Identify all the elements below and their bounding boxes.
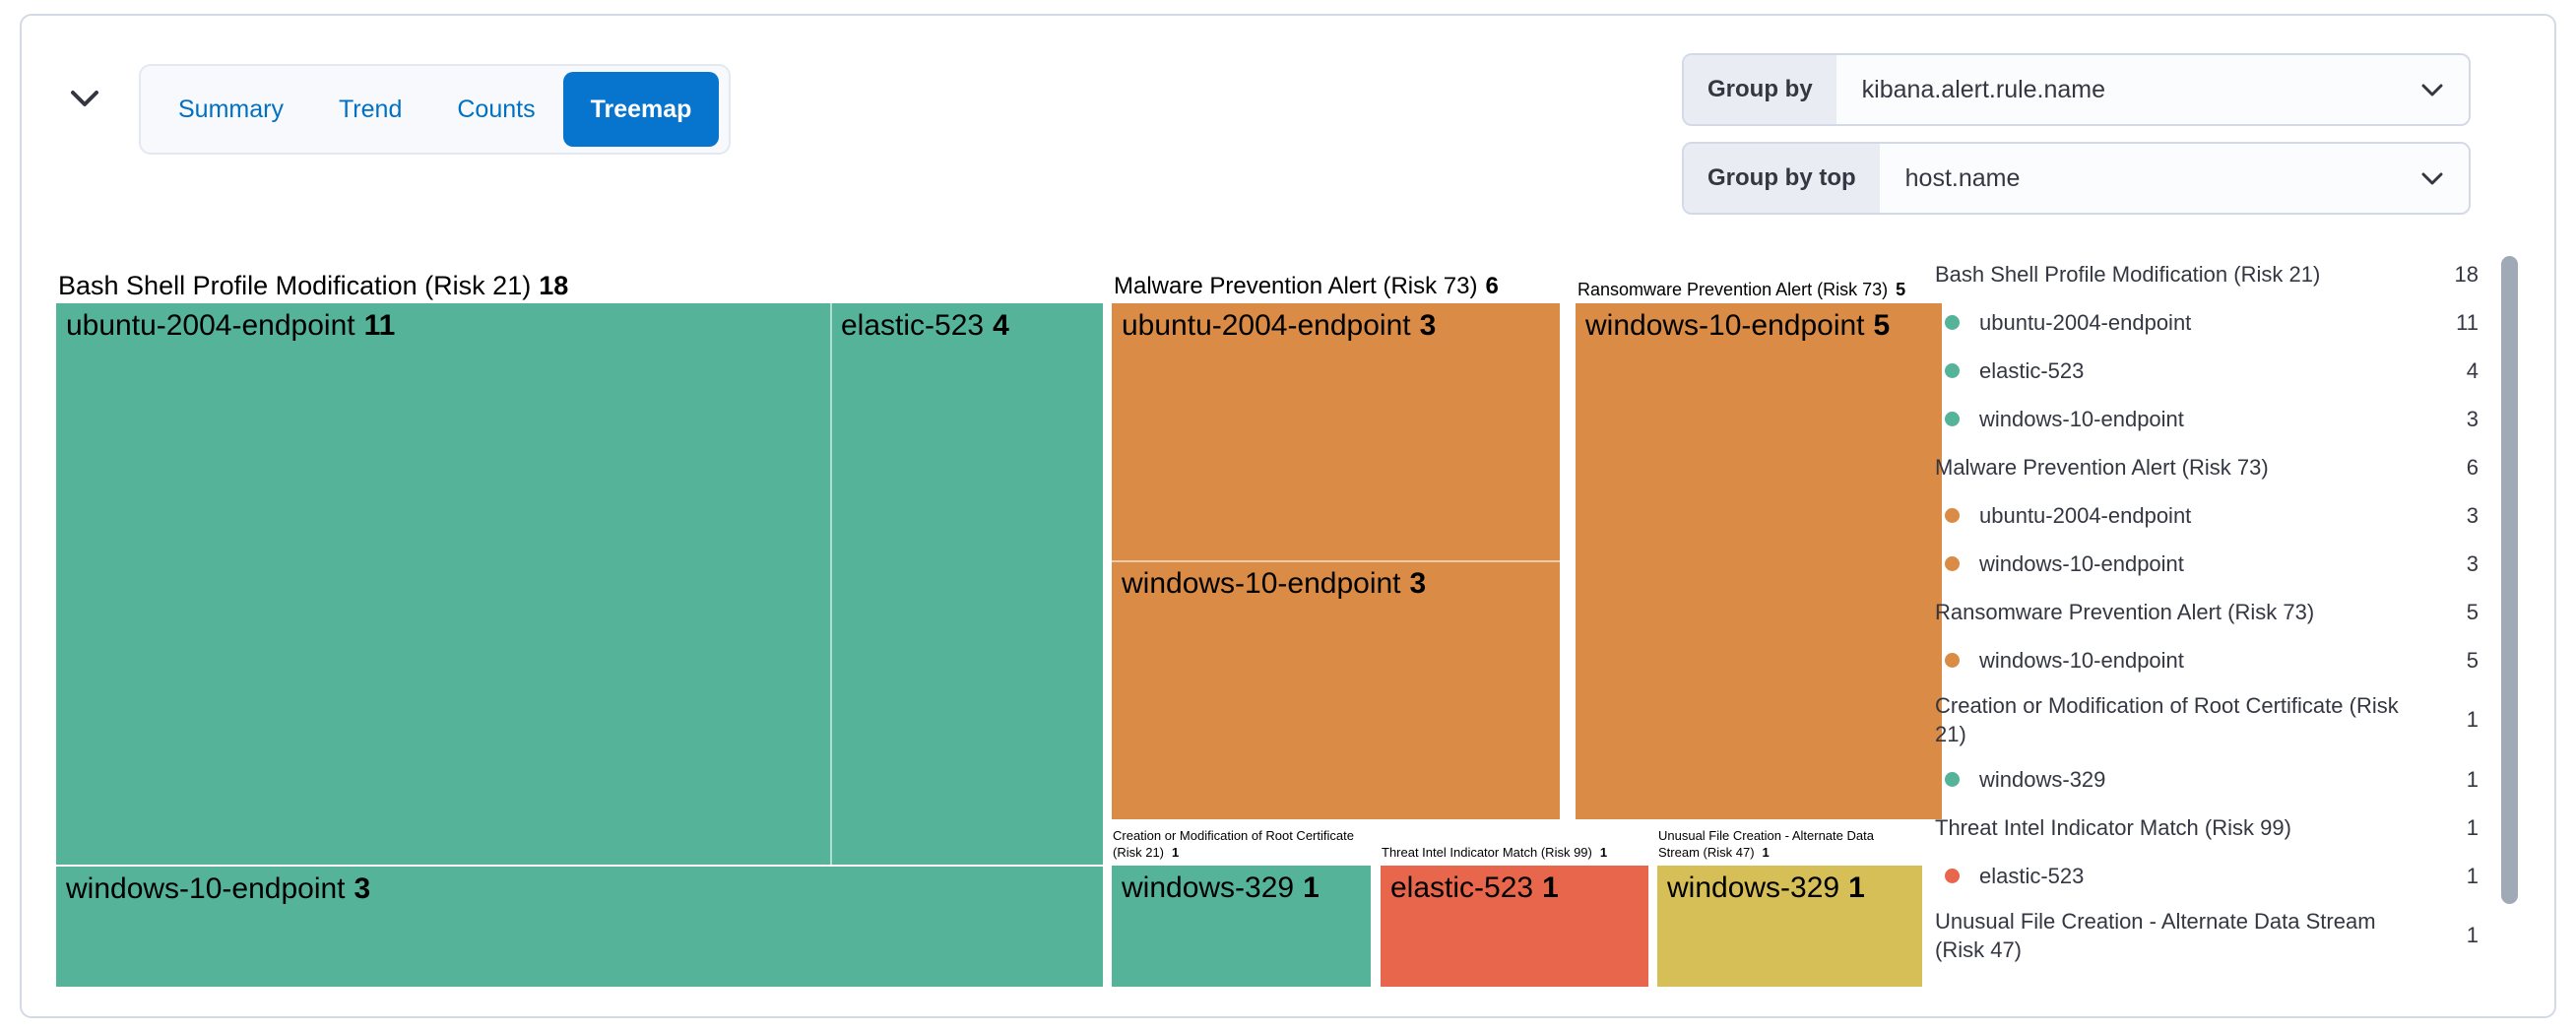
chevron-down-icon xyxy=(2421,144,2469,213)
cell-divider xyxy=(56,865,1103,867)
legend-item-row[interactable]: ubuntu-2004-endpoint 11 xyxy=(1935,298,2479,347)
legend-item-row[interactable]: windows-329 1 xyxy=(1935,755,2479,804)
scrollbar-thumb[interactable] xyxy=(2501,256,2518,904)
legend-scrollbar[interactable] xyxy=(2501,250,2518,999)
legend-dot-icon xyxy=(1945,315,1960,330)
group-by-top-select[interactable]: Group by top host.name xyxy=(1682,142,2471,215)
legend-header-row[interactable]: Unusual File Creation - Alternate Data S… xyxy=(1935,908,2479,962)
chevron-down-icon xyxy=(2421,55,2469,124)
legend-header-row[interactable]: Ransomware Prevention Alert (Risk 73) 5 xyxy=(1935,599,2479,624)
treemap-group-header: Creation or Modification of Root Certifi… xyxy=(1113,828,1354,860)
treemap-chart: Bash Shell Profile Modification (Risk 21… xyxy=(56,253,1942,987)
tab-treemap[interactable]: Treemap xyxy=(562,72,720,147)
tab-summary[interactable]: Summary xyxy=(151,72,311,147)
legend-dot-icon xyxy=(1945,772,1960,787)
group-by-label: Group by xyxy=(1684,55,1836,124)
legend-header-row[interactable]: Malware Prevention Alert (Risk 73) 6 xyxy=(1935,454,2479,480)
cell-divider xyxy=(1112,560,1560,562)
legend-dot-icon xyxy=(1945,508,1960,523)
treemap-cell[interactable]: windows-329 1 xyxy=(1112,866,1371,987)
treemap-cell[interactable]: windows-10-endpoint 3 xyxy=(56,867,1103,987)
legend: Bash Shell Profile Modification (Risk 21… xyxy=(1935,250,2479,971)
treemap-cell[interactable]: windows-10-endpoint 3 xyxy=(1112,561,1560,819)
treemap-cell[interactable]: elastic-523 4 xyxy=(831,303,1103,865)
collapse-panel-button[interactable] xyxy=(59,73,110,124)
treemap-cell[interactable]: windows-10-endpoint 5 xyxy=(1576,303,1942,819)
group-by-select[interactable]: Group by kibana.alert.rule.name xyxy=(1682,53,2471,126)
legend-header-row[interactable]: Threat Intel Indicator Match (Risk 99) 1 xyxy=(1935,814,2479,840)
view-tabs: Summary Trend Counts Treemap xyxy=(139,64,732,155)
legend-item-row[interactable]: elastic-523 1 xyxy=(1935,852,2479,900)
legend-header-row[interactable]: Bash Shell Profile Modification (Risk 21… xyxy=(1935,261,2479,287)
legend-item-row[interactable]: windows-10-endpoint 3 xyxy=(1935,395,2479,443)
group-by-value: kibana.alert.rule.name xyxy=(1861,75,2106,103)
legend-dot-icon xyxy=(1945,869,1960,883)
treemap-group-header: Bash Shell Profile Modification (Risk 21… xyxy=(58,270,569,300)
cell-divider xyxy=(830,303,832,865)
chevron-down-icon xyxy=(70,90,99,107)
treemap-group-header: Ransomware Prevention Alert (Risk 73) 5 xyxy=(1578,280,1906,300)
tab-trend[interactable]: Trend xyxy=(311,72,429,147)
treemap-group-header: Malware Prevention Alert (Risk 73) 6 xyxy=(1114,273,1499,300)
legend-item-row[interactable]: windows-10-endpoint 5 xyxy=(1935,636,2479,684)
legend-header-row[interactable]: Creation or Modification of Root Certifi… xyxy=(1935,692,2479,746)
group-by-top-value: host.name xyxy=(1904,163,2021,192)
legend-dot-icon xyxy=(1945,412,1960,426)
treemap-cell[interactable]: windows-329 1 xyxy=(1657,866,1922,987)
group-by-top-label: Group by top xyxy=(1684,144,1880,213)
legend-dot-icon xyxy=(1945,363,1960,378)
legend-item-row[interactable]: elastic-523 4 xyxy=(1935,347,2479,395)
treemap-group-header: Threat Intel Indicator Match (Risk 99) 1 xyxy=(1382,845,1608,860)
legend-item-row[interactable]: ubuntu-2004-endpoint 3 xyxy=(1935,491,2479,540)
treemap-cell[interactable]: ubuntu-2004-endpoint 3 xyxy=(1112,303,1560,561)
legend-dot-icon xyxy=(1945,556,1960,571)
treemap-group-header: Unusual File Creation - Alternate Data S… xyxy=(1658,828,1874,860)
treemap-cell[interactable]: elastic-523 1 xyxy=(1381,866,1648,987)
treemap-cell[interactable]: ubuntu-2004-endpoint 11 xyxy=(56,303,831,865)
alerts-panel: Summary Trend Counts Treemap Group by ki… xyxy=(20,14,2556,1018)
legend-item-row[interactable]: windows-10-endpoint 3 xyxy=(1935,540,2479,588)
tab-counts[interactable]: Counts xyxy=(429,72,562,147)
legend-dot-icon xyxy=(1945,653,1960,668)
